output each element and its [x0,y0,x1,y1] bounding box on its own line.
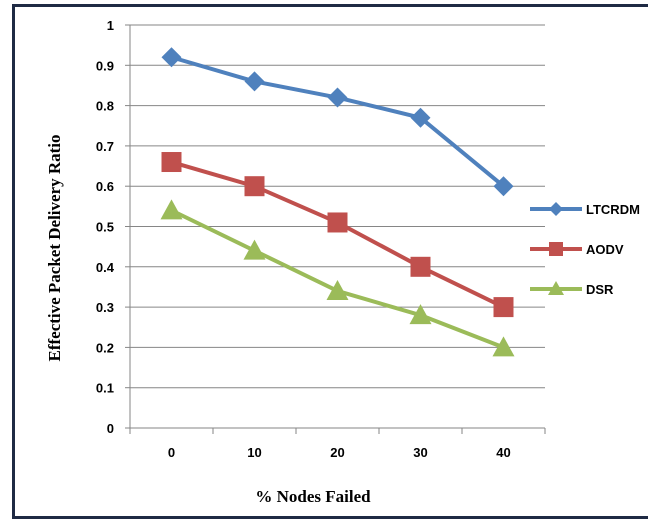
x-tick-label: 40 [496,445,510,460]
y-tick-label: 0 [107,421,114,436]
x-tick-labels: 0 10 20 30 40 [168,445,511,460]
legend-marker-dsr [548,281,564,295]
gridlines [130,24,545,389]
x-tick-label: 10 [247,445,261,460]
data-point-dsr [160,199,183,220]
series-line-ltcrdm [170,55,505,188]
data-point-ltcrdm [410,107,431,128]
x-tick-label: 0 [168,445,175,460]
y-tick-label: 0.5 [96,220,114,235]
y-tick-label: 0.1 [96,381,114,396]
data-point-aodv [244,176,265,197]
data-point-dsr [492,336,515,357]
y-tick-label: 1 [107,18,114,33]
x-tick-label: 30 [413,445,427,460]
data-point-ltcrdm [161,47,182,68]
y-tick-label: 0.2 [96,340,114,355]
data-point-ltcrdm [493,176,514,197]
data-point-aodv [410,256,431,277]
legend-marker-aodv [549,242,563,256]
x-axis-title: % Nodes Failed [255,487,371,506]
data-point-dsr [243,239,266,260]
chart-frame [12,4,648,519]
y-tick-label: 0.6 [96,179,114,194]
legend-label-ltcrdm: LTCRDM [586,202,640,217]
y-tick-label: 0.7 [96,139,114,154]
data-point-dsr [326,279,349,300]
x-tick-label: 20 [330,445,344,460]
y-tick-label: 0.9 [96,58,114,73]
y-tick-label: 0.4 [96,260,115,275]
legend: LTCRDM AODV DSR [530,202,640,297]
y-axis-title: Effective Packet Delivery Ratio [45,134,64,361]
legend-label-dsr: DSR [586,282,614,297]
axes [125,24,546,434]
data-point-aodv [327,212,348,233]
y-tick-labels: 0 0.1 0.2 0.3 0.4 0.5 0.6 0.7 0.8 0.9 1 [96,18,115,436]
legend-label-aodv: AODV [586,242,624,257]
data-point-dsr [409,304,432,325]
y-tick-label: 0.3 [96,300,114,315]
y-tick-label: 0.8 [96,99,114,114]
data-point-aodv [493,297,514,318]
data-point-ltcrdm [244,71,265,92]
data-point-ltcrdm [327,87,348,108]
data-point-aodv [161,152,182,173]
legend-marker-ltcrdm [549,202,563,216]
series [160,47,515,357]
